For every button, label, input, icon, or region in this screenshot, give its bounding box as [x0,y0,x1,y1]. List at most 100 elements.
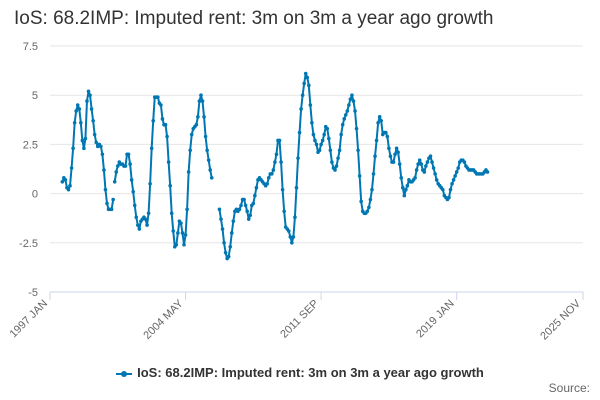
data-point [229,231,234,235]
data-point [311,132,316,137]
data-point [396,150,400,155]
y-tick-label: 5 [32,90,38,102]
data-point [226,254,231,259]
data-point [354,126,359,131]
data-point [376,120,380,125]
data-point [297,130,302,135]
data-point [79,120,83,125]
data-point [205,148,209,153]
data-point [307,83,311,88]
data-point [156,95,160,99]
data-point [109,207,114,212]
data-point [290,241,294,245]
data-point [128,162,132,166]
y-tick-label: 2.5 [23,139,38,151]
data-point [72,120,77,125]
data-point [186,170,191,174]
data-point [416,162,420,166]
data-point [350,93,354,97]
data-point [265,181,270,186]
data-point [428,154,433,159]
data-point [159,103,163,107]
data-point [185,207,189,212]
data-point [274,152,279,157]
data-point [217,207,222,212]
data-point [91,118,95,123]
data-point [163,122,168,127]
data-point [433,172,437,176]
data-point [189,132,194,137]
data-point [379,118,384,123]
x-tick-label: 2004 MAY [141,297,186,342]
data-point [330,160,334,164]
data-point [384,130,388,135]
data-point [271,168,276,172]
data-point [75,103,80,107]
y-tick-label: 7.5 [23,41,38,53]
data-point [223,250,228,255]
data-point [448,187,453,192]
data-point [194,122,199,127]
data-point [63,178,68,182]
data-point [80,138,85,143]
data-point [319,142,323,147]
series-group [60,71,490,261]
data-point [183,233,188,237]
data-point [273,160,277,164]
data-point [100,152,105,157]
y-tick-label: -2.5 [19,238,38,250]
data-point [402,193,407,198]
data-point [454,170,459,174]
data-point [422,170,427,174]
legend-item[interactable]: IoS: 68.2IMP: Imputed rent: 3m on 3m a y… [0,365,600,380]
data-point [66,187,71,192]
data-point [132,203,137,208]
y-tick-label: -5 [28,287,38,299]
data-point [385,134,390,139]
data-point [377,115,382,119]
data-point [203,134,208,139]
x-tick-label: 1997 JAN [7,298,50,341]
data-point [88,93,92,97]
data-point [102,168,106,172]
data-point [447,195,451,200]
data-point [74,109,78,113]
data-point [103,187,108,192]
data-point [60,179,65,184]
data-point [149,146,154,151]
data-point [86,89,91,94]
data-point [296,156,300,160]
data-point [300,93,305,97]
data-point [243,203,248,208]
data-point [199,93,203,97]
data-point [387,146,391,151]
data-point [322,132,327,137]
data-point [151,118,156,123]
data-point [308,103,313,107]
data-point [351,99,356,103]
data-point [202,115,206,119]
data-point [286,229,291,233]
data-point [370,187,374,192]
data-point [160,117,165,121]
data-point [111,197,115,202]
data-point [425,160,430,164]
data-point [137,227,142,231]
data-point [393,152,397,157]
data-point [94,140,99,145]
data-point [424,164,428,168]
data-point [413,176,417,180]
data-point [367,205,371,210]
data-point [143,217,148,221]
data-point [340,122,345,127]
data-point [242,197,246,202]
data-point [112,179,117,184]
series-line [61,90,115,211]
data-point [327,136,331,141]
data-point [450,181,454,186]
data-point [441,187,445,192]
credits-source: Source: [548,381,590,395]
data-point [105,201,109,206]
data-point [92,132,97,137]
data-point [131,189,135,194]
